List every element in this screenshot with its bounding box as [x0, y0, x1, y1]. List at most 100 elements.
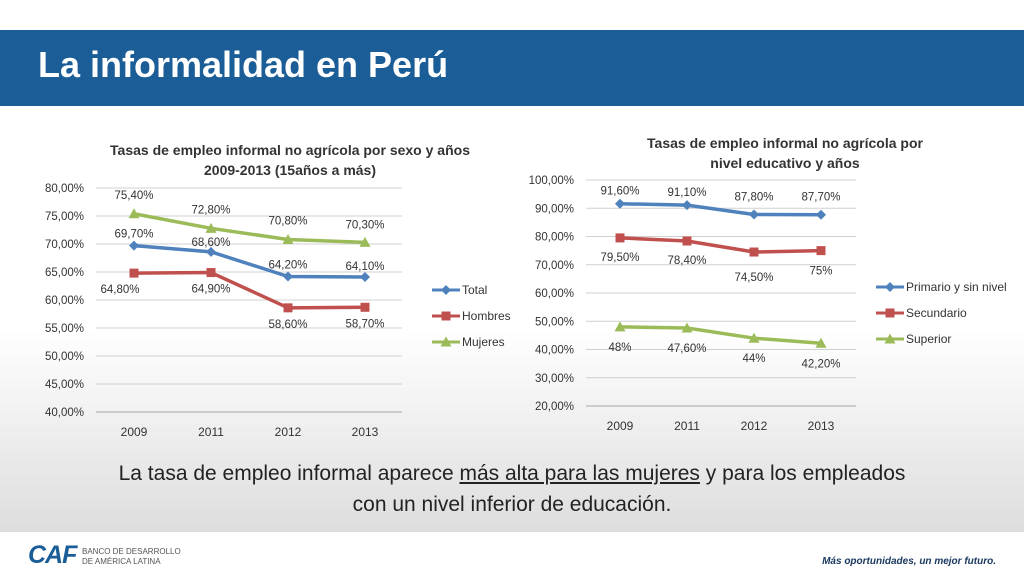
chart1-legend-label: Mujeres [462, 335, 505, 349]
chart2-title-line1: Tasas de empleo informal no agrícola por [647, 135, 923, 151]
chart1-data-label: 75,40% [114, 190, 153, 202]
slide-caption: La tasa de empleo informal aparece más a… [100, 458, 924, 520]
chart1-series-2-point [205, 222, 217, 233]
chart1-legend-label: Total [462, 283, 487, 297]
chart2-y-tick-label: 20,00% [535, 401, 574, 413]
chart1-y-tick-label: 55,00% [45, 323, 84, 335]
chart1-y-tick-label: 40,00% [45, 407, 84, 419]
chart1-title-line2: 2009-2013 (15años a más) [204, 162, 376, 178]
chart1-y-tick-label: 65,00% [45, 267, 84, 279]
chart2-series-line-1 [619, 236, 822, 254]
chart2-y-tick-label: 50,00% [535, 316, 574, 328]
chart2-x-tick-label: 2011 [674, 419, 700, 433]
chart1-legend-label: Hombres [462, 309, 511, 323]
slide-title: La informalidad en Perú [38, 44, 449, 85]
chart2-data-label: 87,80% [734, 191, 773, 203]
chart1-series-line-0 [133, 243, 366, 279]
footer-slogan: Más oportunidades, un mejor futuro. [822, 556, 996, 567]
chart2-data-label: 74,50% [734, 272, 773, 284]
chart2-series-2-point [614, 321, 626, 332]
chart1-x-tick-label: 2013 [352, 425, 379, 439]
chart1-data-label: 68,60% [191, 237, 230, 249]
chart2-series-line-2 [619, 325, 822, 346]
chart1-data-label: 58,70% [345, 318, 384, 330]
chart1-data-label: 58,60% [268, 319, 307, 331]
chart2-legend-label: Superior [906, 332, 951, 346]
chart2-x-tick-label: 2009 [607, 419, 634, 433]
chart1-series-2-point [359, 236, 371, 247]
caption-text-end: y para los empleados con un nivel inferi… [352, 462, 906, 516]
chart2-y-tick-label: 40,00% [535, 345, 574, 357]
caf-logo: CAF [28, 541, 77, 569]
chart1-data-label: 70,30% [345, 219, 384, 231]
chart2-data-label: 79,50% [600, 252, 639, 264]
chart1-x-tick-label: 2009 [121, 425, 148, 439]
chart1-series-0-point [129, 240, 139, 251]
chart1-series-1-point [360, 302, 370, 312]
chart2-series-0-point [816, 209, 826, 220]
chart2-series-1-point [615, 233, 625, 243]
logo-subtitle: BANCO DE DESARROLLO DE AMÉRICA LATINA [82, 547, 181, 566]
chart1-series-2-point [128, 208, 140, 219]
chart2-y-tick-label: 100,00% [529, 175, 574, 187]
chart2-x-tick-label: 2013 [808, 419, 835, 433]
chart1-series-1-point [283, 303, 293, 313]
chart1-y-tick-label: 75,00% [45, 211, 84, 223]
chart2-title-line2: nivel educativo y años [710, 155, 860, 171]
chart1-legend-marker-1 [441, 311, 451, 321]
chart1-data-label: 64,80% [100, 284, 139, 296]
chart1-y-tick-label: 80,00% [45, 183, 84, 195]
chart1-y-tick-label: 70,00% [45, 239, 84, 251]
chart1-data-label: 70,80% [268, 216, 307, 228]
chart2-y-tick-label: 60,00% [535, 288, 574, 300]
chart1-series-line-1 [133, 270, 366, 310]
chart2-data-label: 75% [809, 266, 832, 278]
chart2-y-tick-label: 30,00% [535, 373, 574, 385]
chart1-series-1-point [206, 268, 216, 278]
chart2-legend-marker-1 [885, 308, 895, 318]
chart2-series-1-point [682, 236, 692, 246]
title-banner [0, 30, 1024, 106]
chart2-data-label: 42,20% [801, 358, 840, 370]
chart1-data-label: 72,80% [191, 204, 230, 216]
chart1-legend-marker-0 [441, 285, 451, 295]
chart1-data-label: 69,70% [114, 229, 153, 241]
chart2-series-line-0 [619, 201, 822, 217]
chart2-x-tick-label: 2012 [741, 419, 768, 433]
chart1-series-0-point [283, 271, 293, 282]
chart2-series-1-point [816, 246, 826, 256]
chart1-data-label: 64,10% [345, 261, 384, 273]
chart2-legend-label: Secundario [906, 306, 967, 320]
chart1-series-0-point [360, 272, 370, 283]
footer-bar [0, 532, 1024, 576]
chart1-data-label: 64,90% [191, 284, 230, 296]
chart2-data-label: 47,60% [667, 343, 706, 355]
chart2-series-0-point [682, 200, 692, 211]
chart1-x-tick-label: 2011 [198, 425, 224, 439]
chart2-series-2-point [815, 337, 827, 348]
chart2-legend-marker-0 [885, 282, 895, 292]
chart2-title: Tasas de empleo informal no agrícola por… [600, 133, 970, 173]
chart2-series-0-point [615, 198, 625, 209]
chart2-series-2-point [748, 332, 760, 343]
chart1-series-2-point [282, 234, 294, 245]
chart2-data-label: 87,70% [801, 192, 840, 204]
chart2-series-1-point [749, 247, 759, 257]
caption-text-start: La tasa de empleo informal aparece [118, 462, 460, 485]
chart1-y-tick-label: 45,00% [45, 379, 84, 391]
chart1-series-0-point [206, 246, 216, 257]
chart1-legend-marker-2 [440, 336, 452, 347]
chart2-data-label: 44% [742, 353, 765, 365]
chart2-legend-label: Primario y sin nivel [906, 280, 1007, 294]
chart1-y-tick-label: 60,00% [45, 295, 84, 307]
chart2-data-label: 78,40% [667, 255, 706, 267]
chart1-title-line1: Tasas de empleo informal no agrícola por… [110, 142, 470, 158]
chart2-series-2-point [681, 322, 693, 333]
chart1-x-tick-label: 2012 [275, 425, 302, 439]
chart1-data-label: 64,20% [268, 259, 307, 271]
caption-highlight: más alta para las mujeres [459, 462, 700, 485]
chart2-data-label: 91,10% [667, 187, 706, 199]
chart1-series-line-2 [133, 212, 366, 245]
chart2-legend-marker-2 [884, 333, 896, 344]
